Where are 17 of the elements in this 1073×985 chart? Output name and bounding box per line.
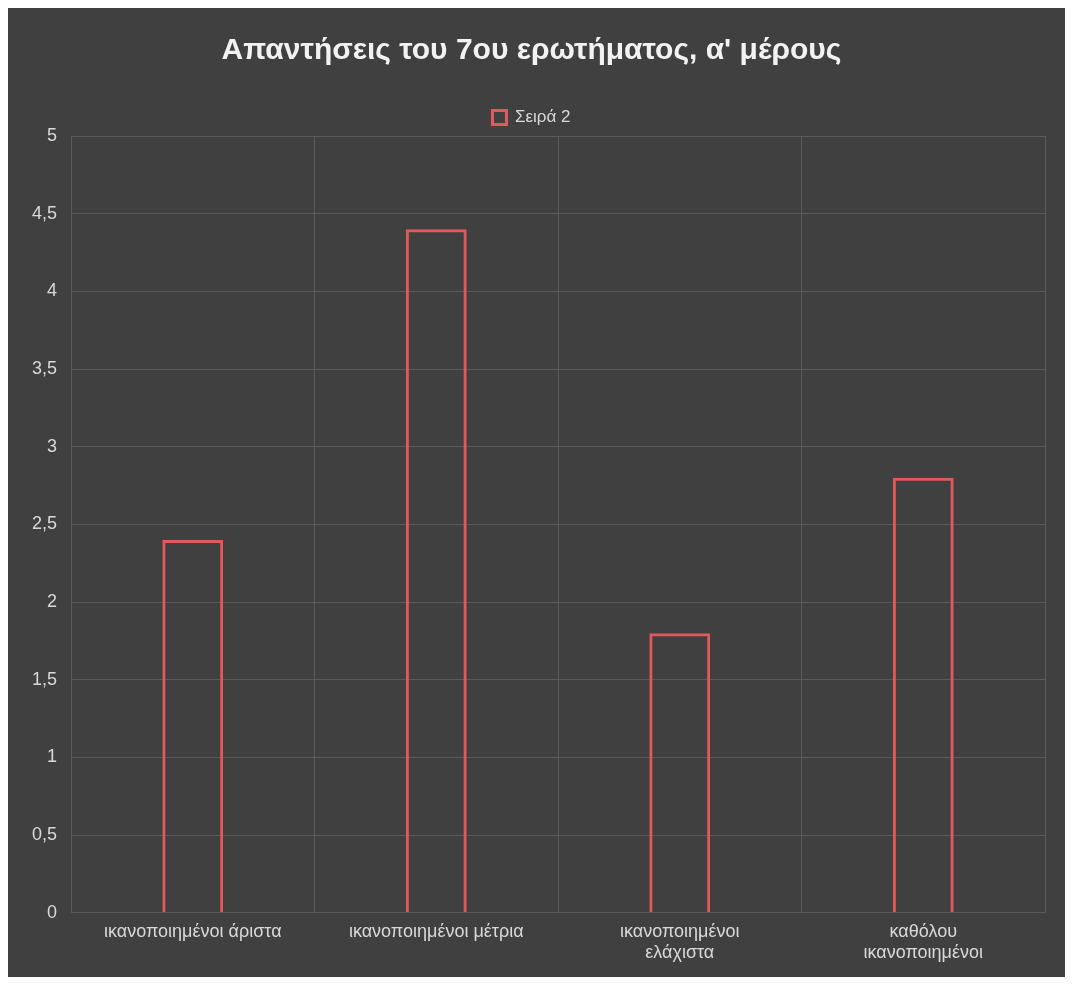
y-tick-label: 2,5	[31, 513, 58, 534]
legend-label: Σειρά 2	[514, 107, 571, 127]
y-tick-label: 3,5	[31, 358, 58, 379]
y-tick-label: 4,5	[31, 202, 58, 223]
y-tick-label: 1	[47, 746, 58, 767]
y-tick-label: 3	[47, 435, 58, 456]
y-tick-label: 0,5	[31, 824, 58, 845]
x-tick-label: ικανοποιημένοι ελάχιστα	[619, 920, 740, 963]
y-tick-label: 0	[47, 901, 58, 922]
y-tick-label: 2	[47, 591, 58, 612]
y-tick-label: 5	[47, 124, 58, 145]
x-tick-label: ικανοποιημένοι άριστα	[103, 920, 282, 941]
y-tick-label: 4	[47, 280, 58, 301]
chart-title: Απαντήσεις του 7ου ερωτήματος, α' μέρους	[221, 32, 842, 66]
y-tick-label: 1,5	[31, 668, 58, 689]
x-tick-label: καθόλου ικανοποιημένοι	[863, 920, 984, 963]
x-tick-label: ικανοποιημένοι μέτρια	[348, 920, 524, 941]
